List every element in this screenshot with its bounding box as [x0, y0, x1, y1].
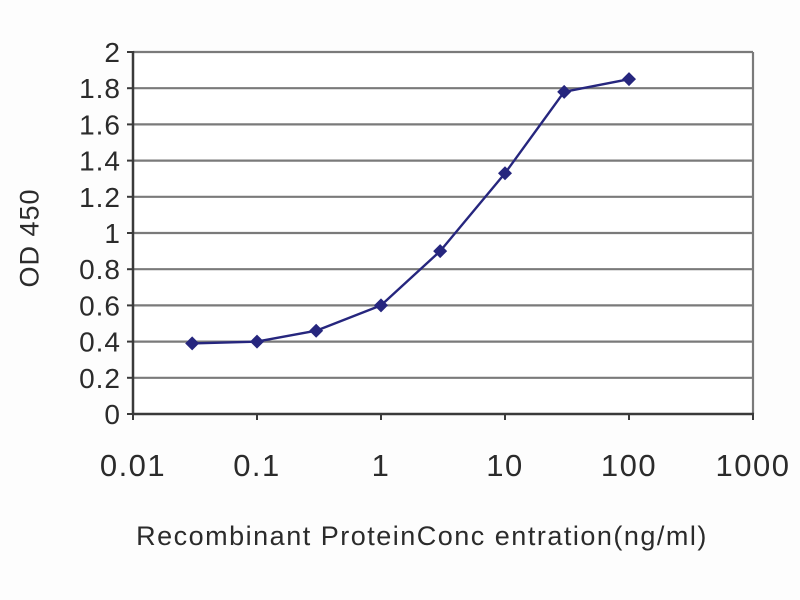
y-tick-label: 1	[104, 218, 121, 249]
data-series	[185, 72, 636, 351]
series-line	[192, 77, 630, 345]
x-axis-title: Recombinant ProteinConc entration(ng/ml)	[136, 521, 708, 551]
y-tick-label: 1.6	[79, 109, 121, 140]
x-tick-label: 0.1	[233, 448, 281, 483]
x-tick-label: 1	[372, 448, 391, 483]
x-axis-ticks: 0.01 0.1 1 10 100 1000	[100, 414, 791, 483]
y-tick-label: 2	[104, 37, 121, 68]
y-tick-label: 0.8	[79, 254, 121, 285]
y-tick-label: 1.8	[79, 73, 121, 104]
gridlines	[133, 87, 753, 379]
x-tick-label: 1000	[716, 448, 791, 483]
data-point-marker	[433, 244, 448, 259]
data-point-marker	[622, 72, 636, 87]
data-point-marker	[498, 166, 512, 181]
data-point-marker	[185, 336, 200, 351]
x-tick-label: 100	[601, 448, 657, 483]
y-axis-ticks: 0 0.2 0.4 0.6 0.8 1 1.2 1.4 1.6 1.8 2	[79, 37, 133, 430]
x-tick-label: 0.01	[100, 448, 166, 483]
y-tick-label: 1.2	[79, 182, 121, 213]
data-point-marker	[250, 334, 264, 349]
y-tick-label: 0.6	[79, 290, 121, 321]
x-tick-label: 10	[486, 448, 523, 483]
y-tick-label: 1.4	[79, 146, 121, 177]
y-axis-title: OD 450	[14, 188, 45, 288]
data-point-marker	[309, 323, 324, 338]
data-point-marker	[557, 84, 572, 99]
y-tick-label: 0.2	[79, 363, 121, 394]
data-point-marker	[374, 298, 388, 313]
y-tick-label: 0	[104, 399, 121, 430]
y-tick-label: 0.4	[79, 327, 121, 358]
